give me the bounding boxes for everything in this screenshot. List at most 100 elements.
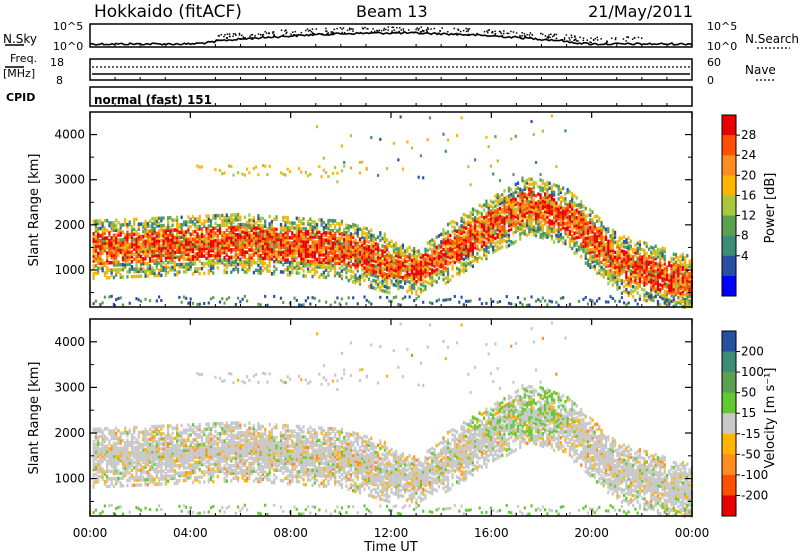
power-cell bbox=[487, 218, 490, 222]
power-cell bbox=[370, 238, 373, 242]
power-cell bbox=[157, 229, 161, 233]
power-cell bbox=[311, 249, 314, 254]
power-cell bbox=[153, 271, 156, 275]
power-cell bbox=[137, 298, 140, 302]
power-cell bbox=[415, 292, 418, 296]
power-cell bbox=[428, 239, 432, 244]
power-cell bbox=[327, 221, 330, 225]
power-cell bbox=[248, 243, 251, 247]
power-cell bbox=[519, 301, 522, 305]
power-cell bbox=[187, 242, 190, 247]
power-cell bbox=[167, 253, 170, 257]
power-cell bbox=[471, 234, 474, 239]
power-cell bbox=[408, 262, 411, 267]
power-cell bbox=[464, 231, 468, 235]
power-cell bbox=[255, 248, 258, 253]
power-cell bbox=[144, 249, 147, 253]
power-cell bbox=[327, 236, 330, 240]
power-cell bbox=[239, 222, 242, 227]
power-cell bbox=[189, 235, 192, 239]
power-cell bbox=[399, 247, 402, 252]
noise-search-dot bbox=[483, 30, 486, 33]
power-cell bbox=[478, 238, 481, 242]
power-cell bbox=[255, 221, 258, 225]
power-cell bbox=[106, 271, 109, 275]
power-cell bbox=[616, 250, 619, 254]
power-cell bbox=[589, 218, 592, 222]
power-cell bbox=[119, 225, 122, 230]
power-cell bbox=[234, 250, 237, 254]
power-cell bbox=[99, 221, 102, 226]
noise-search-dot bbox=[465, 30, 468, 33]
power-cell bbox=[234, 257, 237, 262]
power-cell bbox=[340, 242, 344, 246]
power-cell bbox=[388, 266, 391, 270]
power-cell bbox=[194, 237, 197, 241]
power-cell bbox=[268, 242, 271, 246]
power-cell bbox=[379, 265, 382, 270]
power-cell bbox=[523, 192, 526, 196]
power-cell bbox=[309, 252, 312, 256]
power-cell bbox=[410, 146, 414, 150]
power-cell bbox=[198, 234, 201, 239]
power-cell bbox=[388, 256, 391, 260]
power-cell bbox=[336, 249, 339, 253]
power-cell bbox=[205, 261, 208, 266]
power-cell bbox=[291, 258, 294, 263]
noise-search-dot bbox=[390, 31, 393, 34]
power-cell bbox=[442, 247, 445, 252]
power-cell bbox=[284, 255, 287, 260]
power-cell bbox=[674, 303, 678, 307]
power-cell bbox=[99, 261, 102, 265]
power-cell bbox=[97, 271, 100, 275]
power-cell bbox=[485, 241, 488, 246]
power-cell bbox=[494, 194, 497, 198]
power-cell bbox=[426, 248, 429, 253]
power-cell bbox=[103, 236, 106, 240]
power-cell bbox=[476, 232, 479, 236]
power-cell bbox=[252, 243, 255, 248]
power-cell bbox=[121, 245, 125, 250]
power-cell bbox=[216, 213, 219, 218]
power-cell bbox=[311, 237, 314, 242]
power-cell bbox=[121, 250, 125, 254]
noise-search-dot bbox=[553, 34, 555, 37]
power-cell bbox=[363, 226, 366, 230]
power-cell bbox=[363, 236, 366, 240]
power-cell bbox=[187, 245, 190, 249]
power-cell bbox=[108, 223, 111, 228]
power-cell bbox=[370, 260, 373, 265]
power-cell bbox=[130, 274, 134, 279]
power-cell bbox=[345, 243, 348, 247]
noise-search-dot bbox=[626, 36, 628, 38]
power-cell bbox=[200, 246, 204, 251]
noise-search-dot bbox=[391, 26, 393, 29]
power-cell bbox=[519, 232, 522, 236]
power-cell bbox=[634, 275, 637, 280]
power-cell bbox=[288, 253, 292, 257]
power-cell bbox=[632, 289, 635, 294]
power-cell bbox=[176, 272, 179, 277]
power-cell bbox=[496, 159, 499, 163]
power-cell bbox=[498, 221, 502, 226]
power-cell bbox=[223, 240, 226, 245]
power-cell bbox=[397, 279, 400, 283]
power-cell bbox=[573, 194, 576, 198]
power-cell bbox=[221, 218, 224, 223]
power-cell bbox=[148, 246, 152, 251]
power-cell bbox=[178, 245, 181, 249]
power-cell bbox=[367, 240, 371, 244]
power-cell bbox=[410, 263, 414, 268]
power-cell bbox=[243, 240, 246, 244]
power-cell bbox=[354, 231, 357, 235]
power-cell bbox=[223, 231, 226, 235]
power-cell bbox=[397, 247, 400, 251]
power-cell bbox=[302, 269, 305, 273]
power-cell bbox=[178, 257, 181, 262]
noise-search-dot bbox=[579, 36, 581, 39]
power-cell bbox=[97, 236, 100, 241]
power-cell bbox=[155, 253, 158, 258]
power-cell bbox=[370, 228, 373, 232]
power-cell bbox=[243, 223, 246, 227]
power-cell bbox=[512, 206, 515, 210]
